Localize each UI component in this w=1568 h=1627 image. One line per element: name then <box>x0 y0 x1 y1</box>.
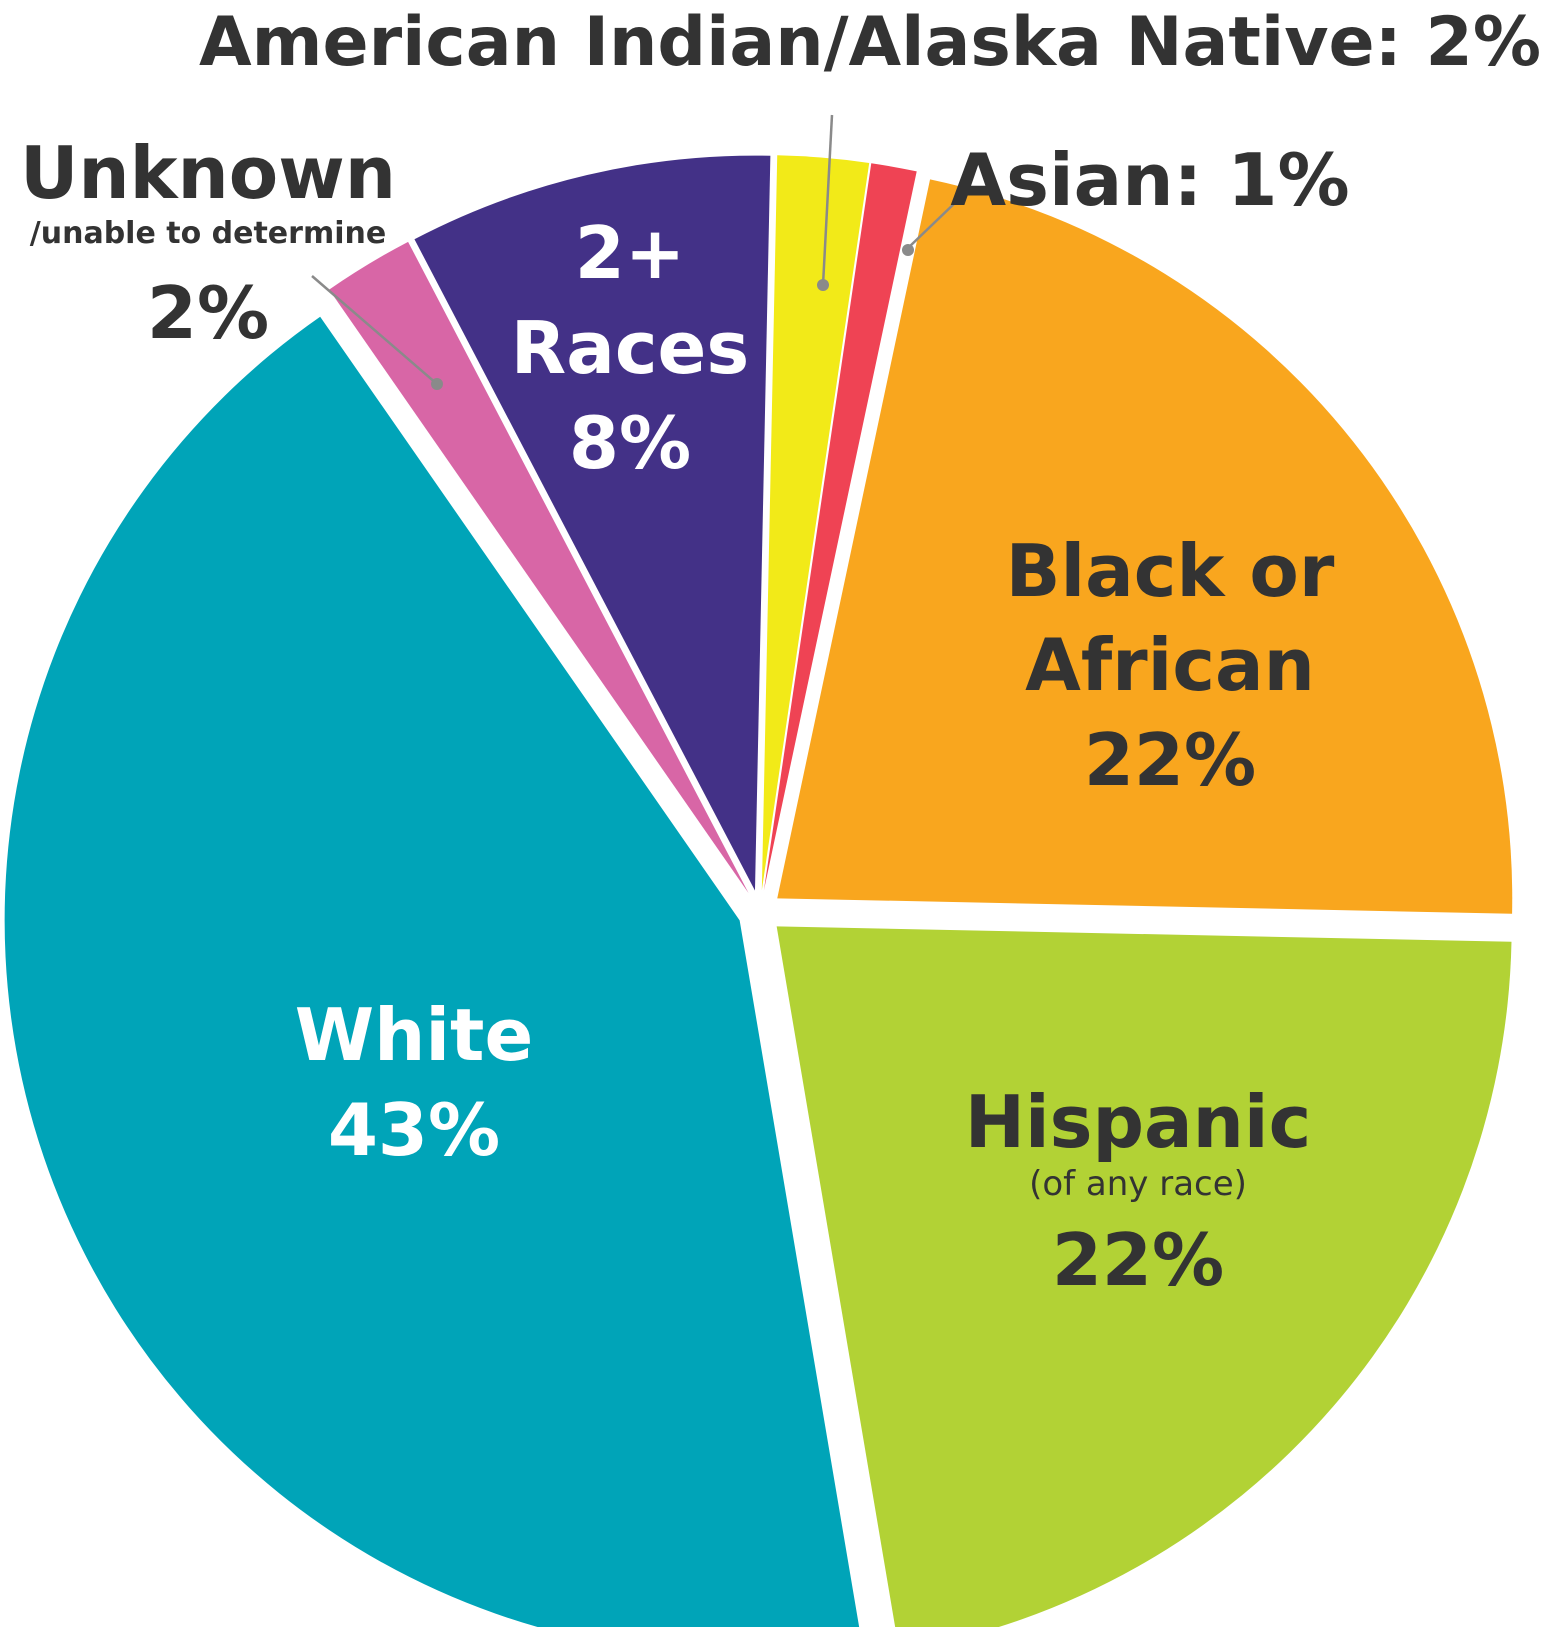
aian-leader-line <box>821 114 834 286</box>
unknown-sublabel: /unable to determine <box>30 216 386 251</box>
unknown-leader-line <box>311 275 438 385</box>
slice-asian <box>763 163 917 891</box>
pie-slices <box>4 155 1513 1627</box>
black-value-label: 22% <box>1084 718 1256 802</box>
unknown-leader-dot <box>431 378 443 390</box>
white-label: White <box>295 993 534 1077</box>
asian-leader-dot <box>902 244 914 256</box>
unknown-value-label: 2% <box>147 271 269 355</box>
two-plus-label-line2: Races <box>511 306 749 390</box>
unknown-label: Unknown <box>20 131 396 215</box>
aian-label: American Indian/Alaska Native: 2% <box>199 3 1541 82</box>
aian-leader-dot <box>817 279 829 291</box>
two-plus-value-label: 8% <box>569 401 691 485</box>
slice-unknown <box>329 241 749 894</box>
two-plus-label-line1: 2+ <box>575 211 685 295</box>
hispanic-sublabel: (of any race) <box>1029 1164 1247 1204</box>
asian-leader-line <box>907 199 959 249</box>
slice-hispanic <box>776 926 1512 1627</box>
hispanic-label: Hispanic <box>965 1080 1312 1164</box>
black-label-line1: Black or <box>1006 529 1335 613</box>
slice-black <box>777 179 1513 914</box>
slice-two_plus <box>414 155 771 891</box>
slice-aian <box>761 155 870 891</box>
asian-label: Asian: 1% <box>950 138 1349 222</box>
hispanic-value-label: 22% <box>1052 1218 1224 1302</box>
black-label-line2: African <box>1025 623 1315 707</box>
slice-white <box>4 316 860 1627</box>
white-value-label: 43% <box>328 1088 500 1172</box>
